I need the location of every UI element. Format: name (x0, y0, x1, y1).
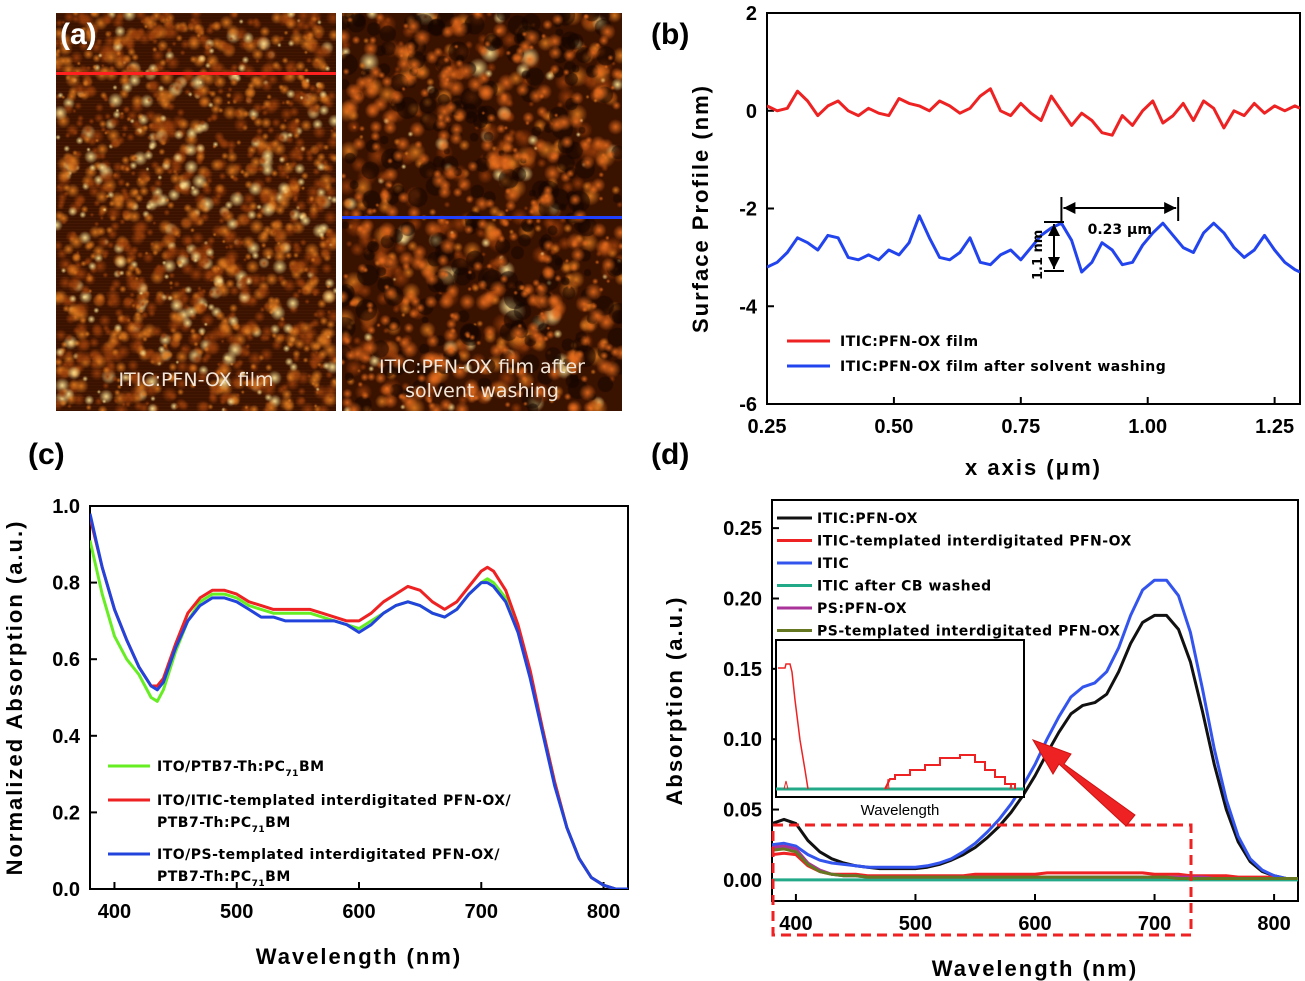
y-tick-label-b: 0 (746, 101, 757, 123)
annot-height-arrow-bottom (1048, 257, 1060, 269)
x-tick-label-c: 400 (98, 901, 131, 923)
y-tick-label-b: -6 (739, 394, 757, 416)
afm-right-caption: ITIC:PFN-OX film after solvent washing (342, 355, 622, 403)
inset-spikes (783, 778, 1013, 790)
x-tick-label-d: 700 (1138, 913, 1171, 935)
x-tick-label-d: 400 (779, 913, 812, 935)
legend-label-c-2: ITO/PS-templated interdigitated PFN-OX/ (157, 847, 500, 863)
y-tick-label-c: 1.0 (52, 496, 80, 518)
x-tick-label-c: 500 (220, 901, 253, 923)
legend-label-c-1-line2: PTB7-Th:PC71BM (157, 815, 291, 835)
x-tick-label-b: 1.00 (1128, 416, 1167, 438)
legend-label-d-2: ITIC (817, 556, 849, 572)
y-tick-label-d: 0.05 (723, 800, 762, 822)
inset-series-red-left (778, 663, 809, 790)
inset-series-red-right (884, 754, 1016, 790)
x-tick-label-c: 600 (342, 901, 375, 923)
legend-label-c-1: ITO/ITIC-templated interdigitated PFN-OX… (157, 793, 512, 809)
chart-b: 0.25 0.50 0.75 1.00 1.25 2 0 -2 -4 -6 x axis (μm) S… (688, 3, 1301, 480)
y-axis-label-b: Surface Profile (nm) (688, 84, 713, 333)
series-line-c-1 (90, 517, 628, 889)
chart-c: 400 500 600 700 800 0.0 0.2 0.4 0.6 0.8 1.0 Wavelen… (2, 496, 629, 969)
legend-label-d-1: ITIC-templated interdigitated PFN-OX (817, 534, 1132, 550)
x-axis-label-c: Wavelength (nm) (256, 944, 462, 969)
afm-image-left: ITIC:PFN-OX film (56, 13, 336, 411)
x-tick-label-b: 0.75 (1001, 416, 1040, 438)
inset-plot: Wavelength (775, 639, 1025, 819)
series-line-b-0 (767, 87, 1300, 137)
x-tick-label-c: 700 (465, 901, 498, 923)
series-group-d (772, 578, 1298, 882)
x-axis-label-d: Wavelength (nm) (932, 956, 1138, 981)
x-axis-label-b: x axis (μm) (965, 455, 1102, 480)
series-line-c-2 (90, 513, 628, 889)
afm-right-caption-line2: solvent washing (405, 380, 559, 402)
panel-label-a: (a) (60, 18, 97, 51)
y-tick-label-b: -4 (739, 296, 758, 318)
series-line-b-1 (767, 214, 1300, 274)
y-tick-label-c: 0.4 (52, 726, 81, 748)
plot-frame-c (89, 505, 629, 890)
x-tick-label-b: 0.25 (748, 416, 787, 438)
y-tick-label-d: 0.20 (723, 588, 762, 610)
legend-label-d-0: ITIC:PFN-OX (817, 511, 918, 527)
annot-width-arrow-left (1063, 202, 1076, 214)
x-tick-label-d: 800 (1257, 913, 1290, 935)
series-line-d-2 (772, 578, 1298, 880)
y-tick-label-b: 2 (746, 3, 757, 25)
y-axis-label-c: Normalized Absorption (a.u.) (2, 520, 27, 876)
annot-width-arrow-right (1164, 202, 1177, 214)
y-tick-label-c: 0.2 (52, 802, 80, 824)
legend-label-d-5: PS-templated interdigitated PFN-OX (817, 624, 1121, 640)
y-tick-label-d: 0.00 (723, 870, 762, 892)
x-tick-label-d: 600 (1018, 913, 1051, 935)
inset-arrow (1031, 739, 1136, 827)
panel-label-c: (c) (28, 438, 65, 471)
y-axis-label-d: Absorption (a.u.) (662, 596, 687, 806)
inset-x-label: Wavelength (861, 802, 940, 819)
highlight-box (771, 823, 1193, 937)
legend-label-b-0: ITIC:PFN-OX film (840, 334, 979, 350)
series-group-b (767, 87, 1300, 274)
x-tick-label-c: 800 (587, 901, 620, 923)
afm-right-caption-line1: ITIC:PFN-OX film after (378, 356, 585, 378)
y-tick-label-d: 0.25 (723, 518, 762, 540)
y-tick-label-c: 0.0 (52, 879, 80, 901)
legend-label-d-4: PS:PFN-OX (817, 601, 907, 617)
panel-label-b: (b) (651, 18, 690, 51)
y-tick-label-c: 0.8 (52, 573, 80, 595)
panel-label-d: (d) (651, 438, 690, 471)
x-tick-label-b: 1.25 (1255, 416, 1294, 438)
y-tick-label-c: 0.6 (52, 649, 80, 671)
series-group-c (90, 513, 628, 889)
legend-label-b-1: ITIC:PFN-OX film after solvent washing (840, 359, 1166, 375)
x-tick-label-b: 0.50 (874, 416, 913, 438)
y-tick-label-d: 0.15 (723, 659, 762, 681)
y-tick-label-d: 0.10 (723, 729, 762, 751)
series-line-d-5 (772, 847, 1298, 880)
afm-right-profile-line (342, 216, 622, 219)
y-tick-label-b: -2 (739, 199, 757, 221)
afm-image-right: ITIC:PFN-OX film after solvent washing (342, 13, 622, 411)
annot-height-arrow-top (1048, 224, 1060, 236)
annot-height-label: 1.1 nm (1031, 230, 1046, 280)
afm-left-profile-line (56, 72, 336, 75)
inset-frame (775, 639, 1025, 798)
series-line-c-0 (90, 540, 628, 889)
x-tick-label-d: 500 (899, 913, 932, 935)
annot-width-label: 0.23 μm (1088, 222, 1152, 238)
legend-label-c-2-line2: PTB7-Th:PC71BM (157, 869, 291, 889)
legend-label-c-0: ITO/PTB7-Th:PC71BM (157, 759, 325, 779)
chart-d: 400 500 600 700 800 0.00 0.05 0.10 0.15 0.20 0.25 W… (662, 499, 1299, 981)
afm-left-caption: ITIC:PFN-OX film (118, 369, 274, 391)
legend-label-d-3: ITIC after CB washed (817, 579, 992, 595)
